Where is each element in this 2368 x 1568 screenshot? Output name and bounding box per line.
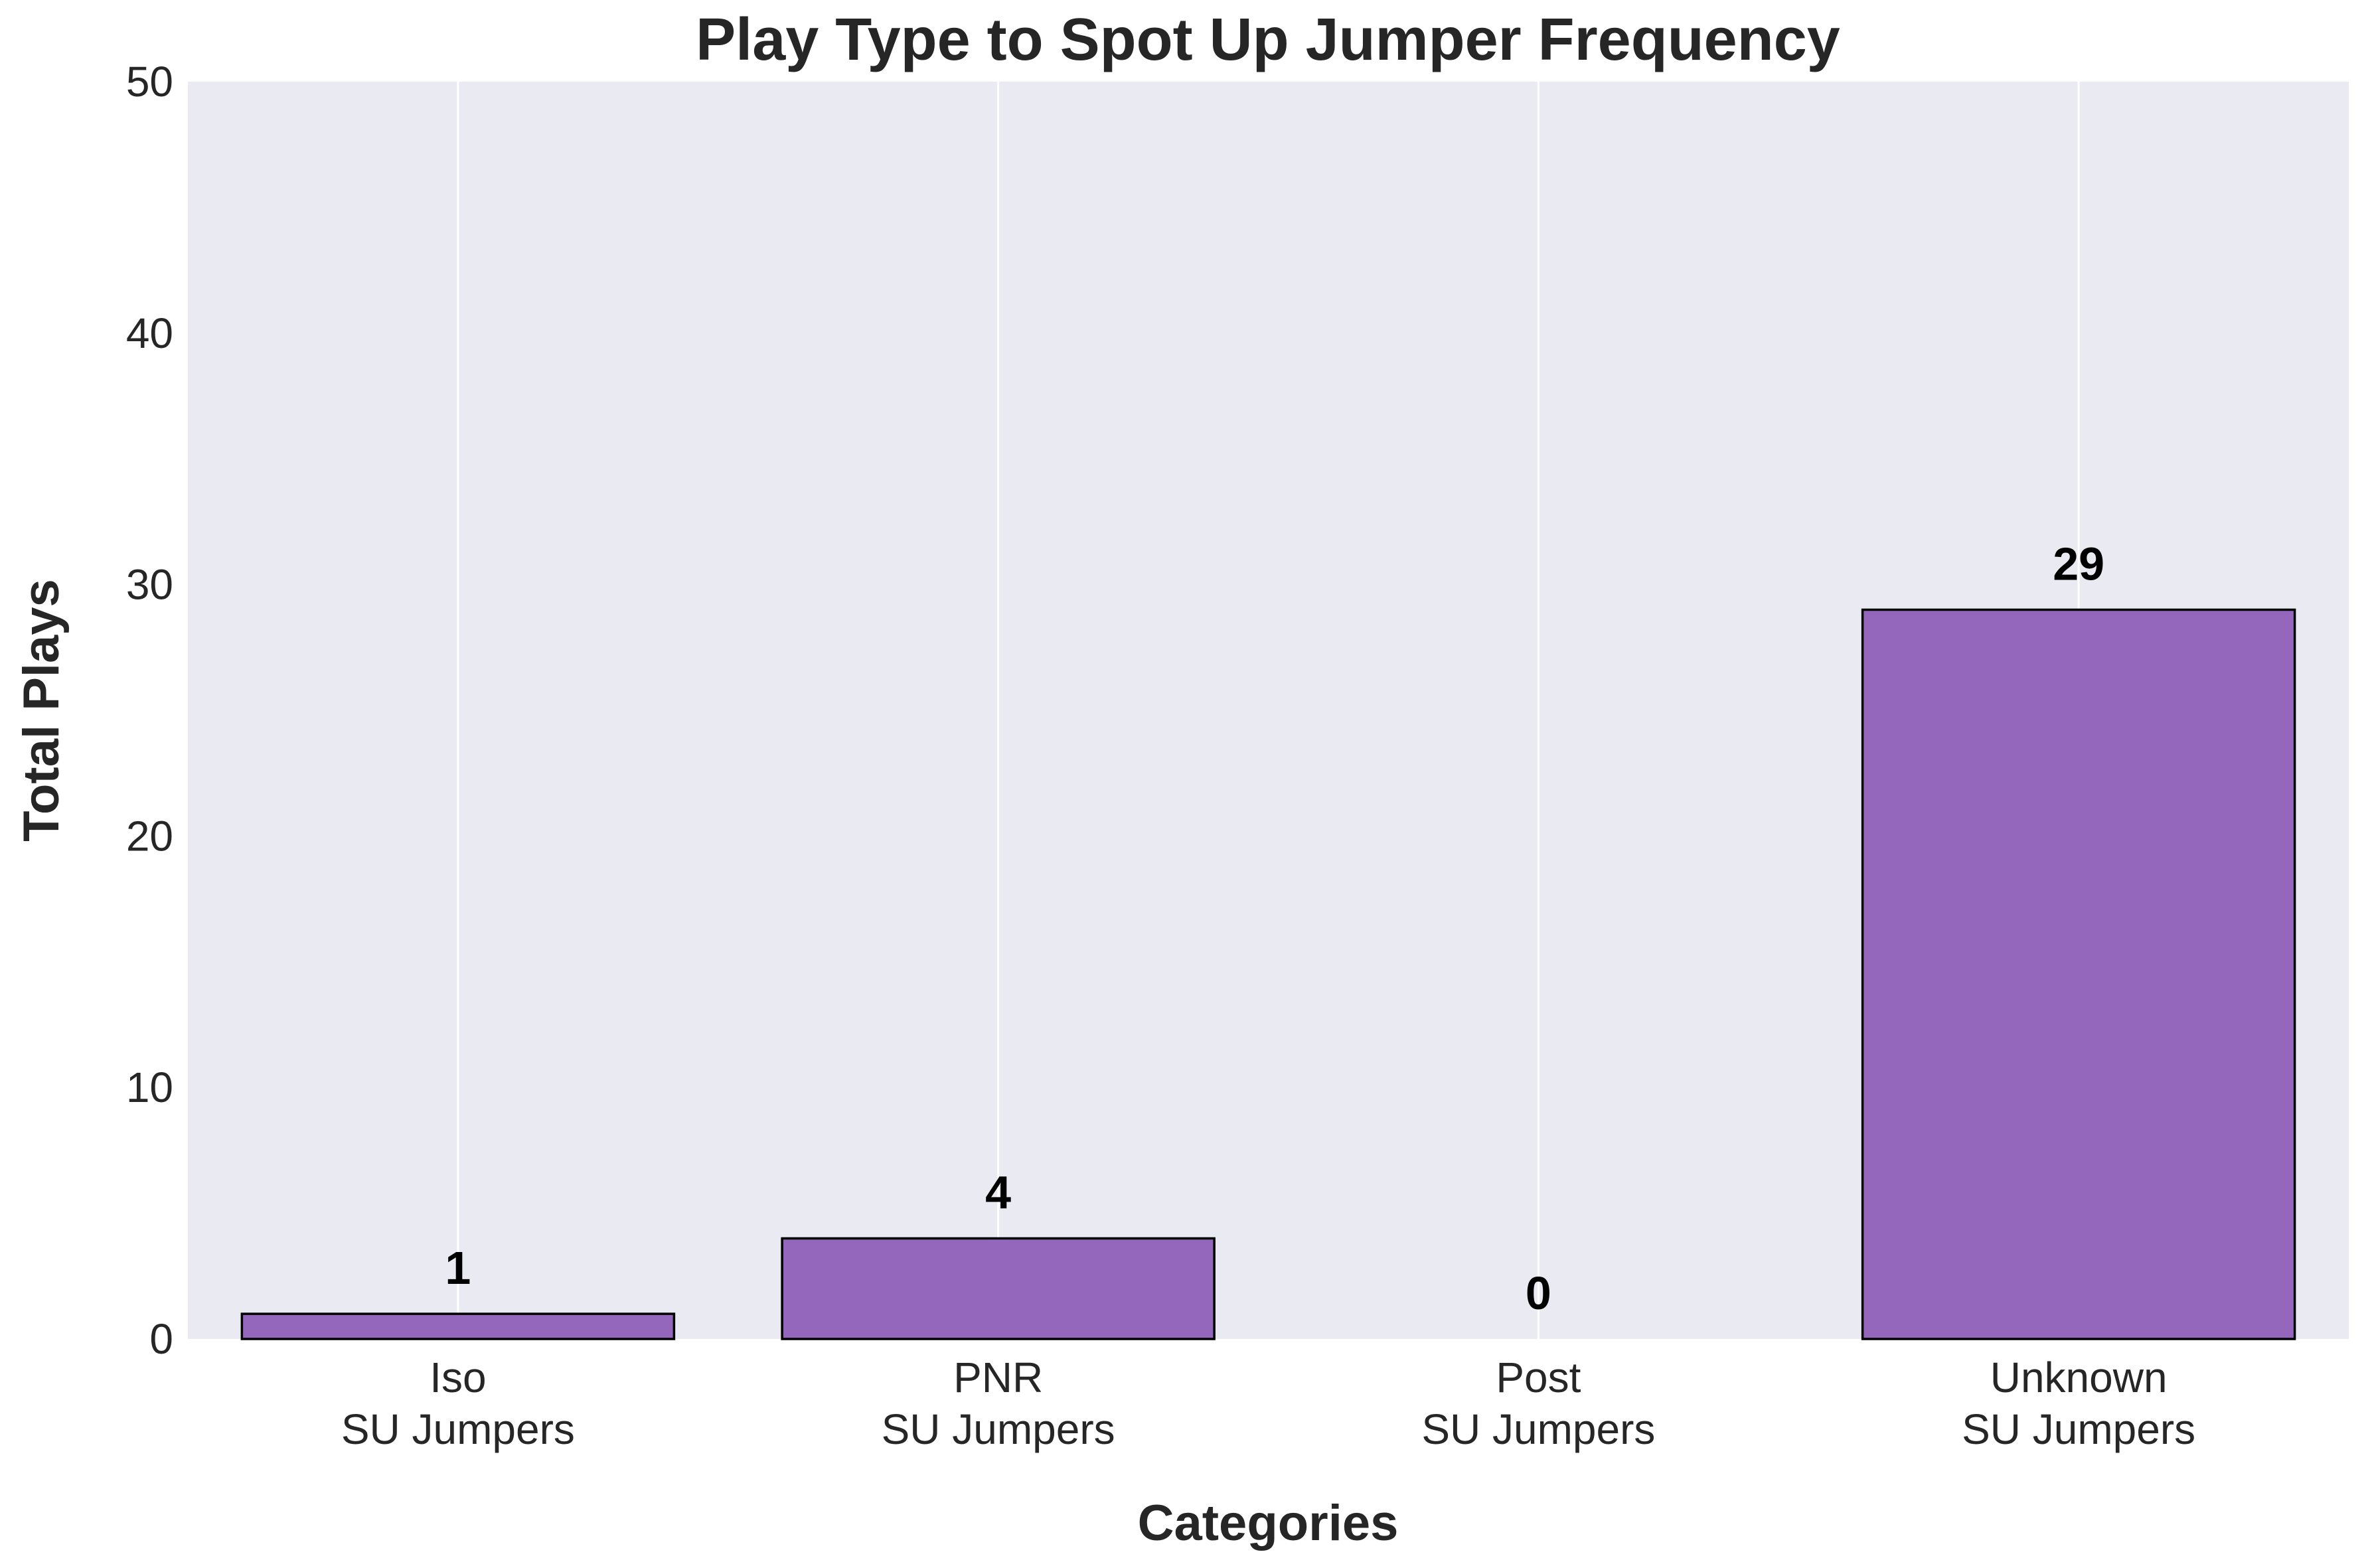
- y-tick-label: 10: [126, 1063, 173, 1111]
- bars: [240, 608, 2296, 1340]
- y-axis-label: Total Plays: [13, 579, 70, 842]
- y-tick-label: 20: [126, 812, 173, 860]
- y-tick-label: 0: [149, 1315, 173, 1363]
- bar: [240, 1312, 676, 1340]
- bar: [1861, 608, 2296, 1340]
- data-label: 29: [2053, 538, 2104, 589]
- x-axis-label: Categories: [1138, 1495, 1399, 1551]
- x-tick-label: Post SU Jumpers: [1421, 1354, 1655, 1453]
- x-tick-label: Iso SU Jumpers: [341, 1354, 575, 1453]
- x-tick-label: PNR SU Jumpers: [882, 1354, 1115, 1453]
- chart-title: Play Type to Spot Up Jumper Frequency: [696, 7, 1840, 73]
- y-tick-label: 50: [126, 58, 173, 106]
- y-axis-ticks: 0 10 20 30 40 50: [126, 58, 173, 1363]
- bar: [781, 1237, 1216, 1340]
- y-tick-label: 40: [126, 309, 173, 357]
- x-axis-ticks: Iso SU Jumpers PNR SU Jumpers Post SU Jumpers…: [341, 1354, 2195, 1453]
- y-tick-label: 30: [126, 561, 173, 609]
- data-label: 1: [445, 1242, 471, 1294]
- data-labels: 1 4 0 29: [445, 538, 2104, 1319]
- data-label: 0: [1526, 1267, 1551, 1319]
- data-label: 4: [985, 1166, 1011, 1218]
- x-tick-label: Unknown SU Jumpers: [1962, 1354, 2195, 1453]
